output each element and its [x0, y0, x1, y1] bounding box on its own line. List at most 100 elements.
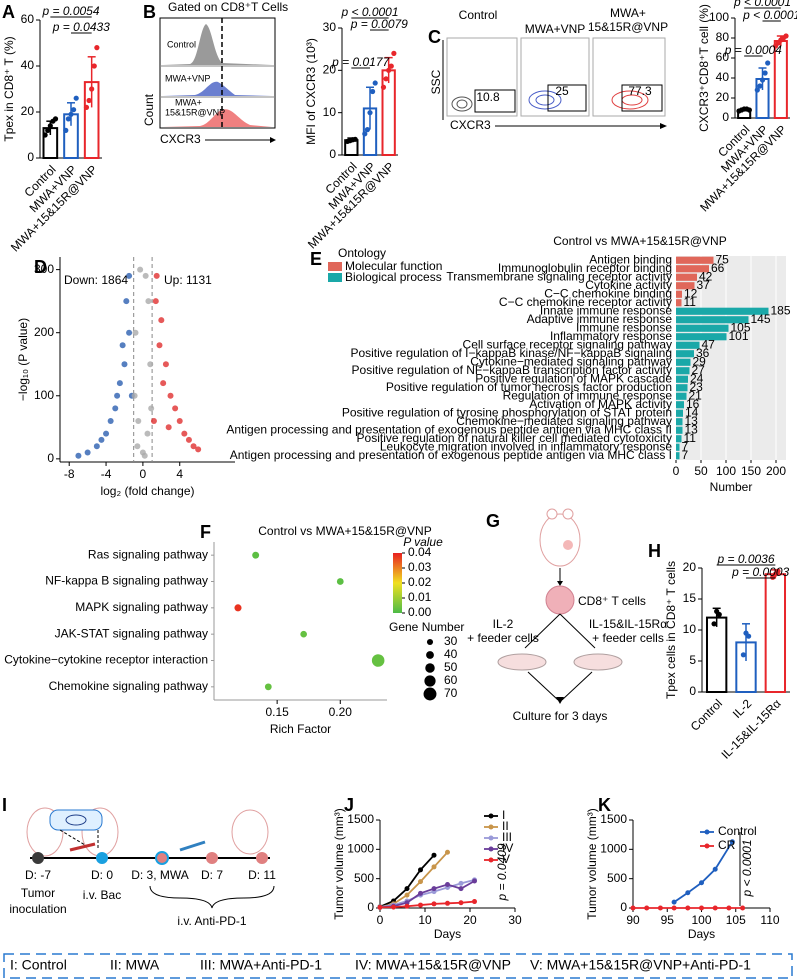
- data-point: [418, 890, 423, 896]
- x-tick-label: 4: [176, 467, 183, 481]
- contour: [456, 99, 468, 109]
- bubble: [234, 604, 242, 612]
- timepoint: [206, 852, 218, 864]
- axis-label: Count: [142, 93, 156, 126]
- condition-label: IL-2: [493, 617, 514, 631]
- legend-title: Ontology: [338, 246, 386, 260]
- sample-label: MWA+: [610, 6, 646, 20]
- day-label: D: 7: [201, 868, 223, 882]
- arrow-head: [270, 137, 276, 143]
- data-point: [94, 45, 100, 51]
- x-tick-label: 100: [691, 913, 711, 927]
- data-point: [699, 905, 704, 911]
- data-point: [404, 900, 410, 906]
- data-label: 16: [686, 397, 700, 411]
- colorbar-label: 0.01: [408, 590, 432, 604]
- data-point: [47, 123, 53, 129]
- bar: [676, 273, 697, 281]
- data-point: [445, 882, 450, 888]
- arrow-head: [660, 123, 667, 129]
- y-tick-label: Antigen processing and presentation of e…: [230, 448, 672, 462]
- legend-label: CR: [718, 838, 736, 852]
- panel-label: A: [2, 2, 15, 22]
- data-point: [404, 886, 410, 892]
- dish: [497, 653, 547, 671]
- arrow: [561, 671, 593, 701]
- y-tick-label: Positive regulation of I−kappaB kinase/N…: [350, 346, 672, 360]
- y-tick-label: 60: [21, 12, 35, 26]
- data-point: [137, 266, 144, 273]
- data-label: 42: [699, 269, 713, 283]
- x-tick-label: 30: [508, 913, 522, 927]
- contour: [611, 90, 649, 110]
- contour: [528, 90, 562, 110]
- data-point: [134, 443, 141, 450]
- data-label: 23: [690, 380, 704, 394]
- bar: [676, 367, 690, 375]
- data-point: [377, 904, 383, 910]
- legend-label: III: [502, 830, 512, 844]
- data-point: [158, 317, 165, 324]
- data-point: [114, 392, 121, 399]
- data-point: [131, 392, 138, 399]
- x-axis-label: Rich Factor: [270, 722, 331, 736]
- event-label: Tumor: [21, 886, 55, 900]
- data-point: [759, 77, 766, 83]
- gate: [547, 84, 587, 112]
- y-tick-label: 300: [34, 262, 54, 276]
- y-tick-label: 40: [716, 70, 730, 84]
- culture-diagram: CD8⁺ T cells IL-2 + feeder cells IL-15&I…: [467, 508, 667, 723]
- x-tick-label: 150: [741, 464, 761, 478]
- data-point: [181, 430, 188, 437]
- group-label: II: MWA: [110, 957, 160, 973]
- timepoint: [155, 851, 169, 865]
- legend-swatch: [328, 273, 342, 282]
- data-point: [726, 905, 732, 911]
- data-point: [162, 361, 169, 368]
- mouse: [539, 513, 581, 567]
- y-axis-label: Tpex cells in CD8⁺ T cells: [664, 561, 678, 699]
- data-point: [386, 67, 392, 73]
- x-axis-label: Number: [710, 480, 753, 494]
- panel-label: J: [344, 795, 354, 815]
- y-tick-label: 0: [329, 147, 336, 161]
- data-point: [783, 33, 789, 39]
- mouse-ear: [562, 508, 574, 520]
- data-point: [367, 110, 373, 116]
- histogram: [163, 81, 272, 96]
- y-tick-label: Regulation of immune response: [503, 388, 673, 402]
- data-point: [362, 131, 368, 137]
- data-point: [91, 63, 97, 69]
- data-label: 12: [684, 286, 698, 300]
- size-legend-dot: [426, 638, 434, 646]
- group-label: III: MWA+Anti-PD-1: [200, 957, 322, 973]
- panel-label: C: [428, 27, 441, 47]
- pointer: [59, 829, 86, 846]
- p-value: p = 0.0177: [331, 55, 390, 69]
- y-axis-label: Tpex in CD8⁺ T (%): [2, 36, 16, 141]
- y-tick-label: 0: [620, 900, 627, 914]
- y-tick-label: 0: [367, 900, 374, 914]
- data-point: [431, 864, 437, 870]
- bar: [676, 350, 694, 358]
- data-point: [391, 50, 397, 57]
- data-point: [716, 611, 722, 618]
- legend-label: V: [502, 852, 510, 866]
- data-point: [103, 430, 110, 437]
- legend-label: Biological process: [345, 270, 442, 284]
- bar: [676, 358, 691, 366]
- axis-label: CXCR3: [160, 132, 201, 146]
- x-axis-label: log₂ (fold change): [100, 484, 194, 498]
- gate: [621, 84, 663, 112]
- data-point: [458, 880, 464, 886]
- bar: [676, 256, 714, 264]
- panel-label: B: [143, 2, 156, 22]
- x-tick-label: Control: [688, 696, 725, 733]
- size-legend-dot: [425, 663, 435, 673]
- p-value: p = 0.0433: [52, 20, 110, 34]
- p-value: p < 0.0001: [733, 0, 791, 9]
- bar: [676, 333, 727, 341]
- bar: [705, 616, 728, 693]
- y-tick-label: 5: [689, 653, 696, 667]
- y-tick-label: Chemokine signaling pathway: [49, 679, 208, 693]
